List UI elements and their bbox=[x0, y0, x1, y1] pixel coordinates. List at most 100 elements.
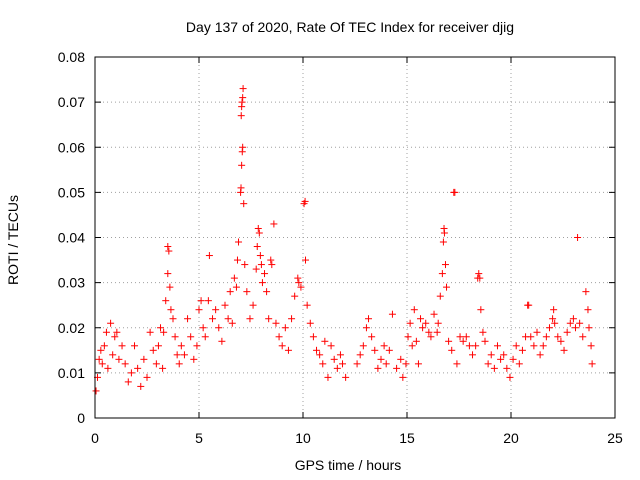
data-point bbox=[530, 342, 538, 350]
data-point bbox=[265, 315, 273, 323]
data-point bbox=[175, 360, 183, 368]
data-point bbox=[235, 238, 243, 246]
data-point bbox=[121, 360, 129, 368]
data-point bbox=[297, 283, 305, 291]
data-point bbox=[124, 378, 132, 386]
x-tick-label: 0 bbox=[91, 430, 99, 446]
y-tick-label: 0 bbox=[77, 410, 85, 426]
data-point bbox=[479, 328, 487, 336]
data-point bbox=[171, 333, 179, 341]
data-point bbox=[408, 342, 416, 350]
data-point bbox=[427, 333, 435, 341]
data-point bbox=[542, 333, 550, 341]
y-axis-label: ROTI / TECUs bbox=[5, 195, 21, 285]
data-point bbox=[224, 315, 232, 323]
data-point bbox=[512, 342, 520, 350]
data-point bbox=[388, 310, 396, 318]
data-point bbox=[164, 270, 172, 278]
chart-title: Day 137 of 2020, Rate Of TEC Index for r… bbox=[186, 19, 514, 35]
data-point bbox=[422, 319, 430, 327]
data-point bbox=[560, 346, 568, 354]
data-point bbox=[140, 355, 148, 363]
data-point bbox=[190, 355, 198, 363]
data-point bbox=[199, 324, 207, 332]
data-point bbox=[205, 252, 213, 260]
y-tick-label: 0.01 bbox=[58, 365, 85, 381]
data-point bbox=[497, 355, 505, 363]
x-tick-label: 20 bbox=[503, 430, 519, 446]
x-tick-label: 10 bbox=[295, 430, 311, 446]
data-point bbox=[240, 200, 248, 208]
data-point bbox=[439, 238, 447, 246]
data-point bbox=[291, 292, 299, 300]
data-point bbox=[475, 270, 483, 278]
data-point bbox=[551, 319, 559, 327]
data-point bbox=[226, 288, 234, 296]
data-point bbox=[476, 274, 484, 282]
data-point bbox=[162, 297, 170, 305]
x-axis-label: GPS time / hours bbox=[295, 457, 402, 473]
data-point bbox=[221, 301, 229, 309]
data-point bbox=[342, 373, 350, 381]
data-point bbox=[566, 319, 574, 327]
y-tick-label: 0.08 bbox=[58, 49, 85, 65]
data-point bbox=[187, 333, 195, 341]
data-point bbox=[539, 342, 547, 350]
data-point bbox=[154, 342, 162, 350]
data-point bbox=[204, 297, 212, 305]
data-point bbox=[294, 274, 302, 282]
y-tick-label: 0.03 bbox=[58, 275, 85, 291]
data-point bbox=[456, 333, 464, 341]
data-point bbox=[518, 346, 526, 354]
data-point bbox=[228, 319, 236, 327]
data-point bbox=[477, 306, 485, 314]
data-point bbox=[100, 342, 108, 350]
data-point bbox=[371, 346, 379, 354]
data-point bbox=[503, 364, 511, 372]
data-point bbox=[414, 360, 422, 368]
data-point bbox=[230, 274, 238, 282]
data-point bbox=[303, 301, 311, 309]
data-point bbox=[487, 351, 495, 359]
data-point bbox=[327, 342, 335, 350]
data-point bbox=[212, 306, 220, 314]
data-point bbox=[301, 197, 309, 205]
data-point bbox=[281, 324, 289, 332]
data-point bbox=[102, 328, 110, 336]
data-point bbox=[261, 270, 269, 278]
data-point bbox=[484, 360, 492, 368]
data-point bbox=[451, 188, 459, 196]
data-point bbox=[134, 364, 142, 372]
data-point bbox=[118, 342, 126, 350]
data-point bbox=[284, 346, 292, 354]
data-point bbox=[97, 346, 105, 354]
data-point bbox=[441, 261, 449, 269]
data-point bbox=[536, 351, 544, 359]
data-point bbox=[434, 319, 442, 327]
data-point bbox=[164, 243, 172, 251]
data-point bbox=[377, 355, 385, 363]
data-point bbox=[270, 220, 278, 228]
data-point bbox=[278, 342, 286, 350]
data-point bbox=[465, 342, 473, 350]
data-points bbox=[92, 85, 596, 395]
data-point bbox=[272, 319, 280, 327]
data-point bbox=[131, 342, 139, 350]
data-point bbox=[258, 279, 266, 287]
data-point bbox=[159, 364, 167, 372]
y-tick-label: 0.06 bbox=[58, 139, 85, 155]
data-point bbox=[353, 360, 361, 368]
data-point bbox=[143, 373, 151, 381]
data-point bbox=[111, 333, 119, 341]
data-point bbox=[241, 261, 249, 269]
data-point bbox=[180, 351, 188, 359]
data-point bbox=[515, 360, 523, 368]
data-point bbox=[438, 270, 446, 278]
data-point bbox=[440, 229, 448, 237]
data-point bbox=[169, 315, 177, 323]
x-tick-label: 15 bbox=[399, 430, 415, 446]
data-point bbox=[533, 328, 541, 336]
data-point bbox=[288, 315, 296, 323]
data-point bbox=[316, 351, 324, 359]
